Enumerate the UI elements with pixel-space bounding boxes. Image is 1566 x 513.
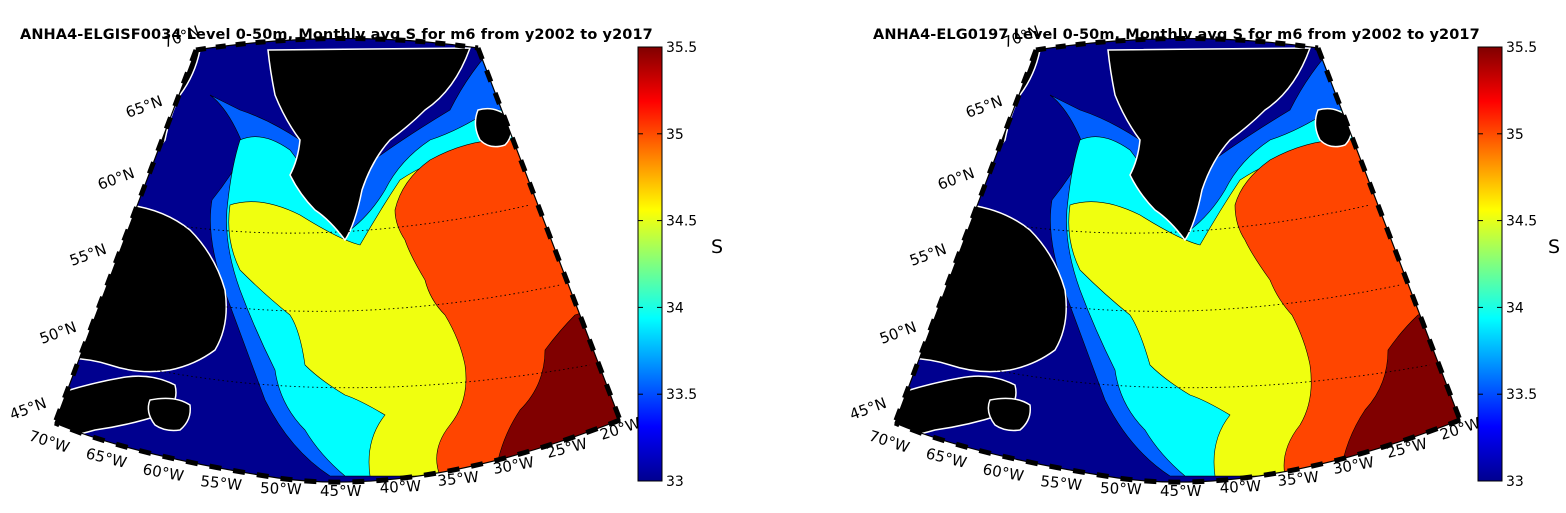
lat-label: 60°N [95, 164, 137, 194]
lon-label: 70°W [867, 427, 912, 457]
lat-label: 60°N [935, 164, 977, 194]
land-nova-scotia [148, 398, 190, 430]
lon-label: 40°W [379, 477, 421, 497]
lat-label: 55°N [67, 240, 109, 270]
colorbar-label: S [711, 236, 723, 258]
lon-label: 50°W [260, 479, 302, 498]
salinity-map: 70°N 65°N 60°N 55°N 50°N 45°N 70°W 65°W … [840, 0, 1566, 513]
lon-label: 65°W [924, 444, 969, 472]
colorbar-tick-label: 35 [666, 127, 684, 143]
lon-label: 70°W [27, 427, 72, 457]
lat-label: 50°N [877, 318, 919, 348]
lat-label: 55°N [907, 240, 949, 270]
lon-label: 65°W [84, 444, 129, 472]
colorbar-tick-label: 34.5 [1506, 214, 1537, 230]
lat-label: 70°N [160, 22, 202, 52]
colorbar-tick-label: 34.5 [666, 214, 697, 230]
lon-label: 40°W [1219, 477, 1261, 497]
map-panel-left: ANHA4-ELGISF0034 Level 0-50m, Monthly av… [0, 0, 783, 513]
colorbar-tick-label: 35 [1506, 127, 1524, 143]
land-nova-scotia [988, 398, 1030, 430]
lat-label: 70°N [1000, 22, 1042, 52]
lat-label: 50°N [37, 318, 79, 348]
colorbar-tick-label: 34 [666, 300, 684, 316]
map-panel-right: ANHA4-ELG0197 Level 0-50m, Monthly avg S… [840, 0, 1566, 513]
lon-label: 60°W [981, 460, 1025, 485]
lat-label: 45°N [7, 394, 49, 424]
colorbar-tick-label: 33.5 [666, 387, 697, 403]
lat-label: 65°N [963, 92, 1005, 122]
colorbar: 35.5 35 34.5 34 33.5 33 [1478, 40, 1537, 490]
lon-label: 35°W [437, 468, 480, 490]
lon-label: 50°W [1100, 479, 1142, 498]
lat-label: 65°N [123, 92, 165, 122]
lon-label: 45°W [1160, 482, 1202, 500]
land-iceland [475, 109, 511, 147]
lon-label: 60°W [141, 460, 185, 485]
lon-label: 35°W [1277, 468, 1320, 490]
colorbar-tick-label: 33 [666, 474, 684, 490]
colorbar: 35.5 35 34.5 34 33.5 33 [638, 40, 697, 490]
lon-label: 55°W [1040, 472, 1083, 494]
colorbar-tick-label: 33 [1506, 474, 1524, 490]
land-iceland [1315, 109, 1351, 147]
colorbar-label: S [1548, 236, 1560, 258]
colorbar-tick-label: 34 [1506, 300, 1524, 316]
lon-label: 45°W [320, 482, 362, 500]
colorbar-tick-label: 35.5 [666, 40, 697, 56]
lon-label: 55°W [200, 472, 243, 494]
salinity-map: 70°N 65°N 60°N 55°N 50°N 45°N 70°W 65°W … [0, 0, 783, 513]
colorbar-tick-label: 35.5 [1506, 40, 1537, 56]
lat-label: 45°N [847, 394, 889, 424]
colorbar-tick-label: 33.5 [1506, 387, 1537, 403]
